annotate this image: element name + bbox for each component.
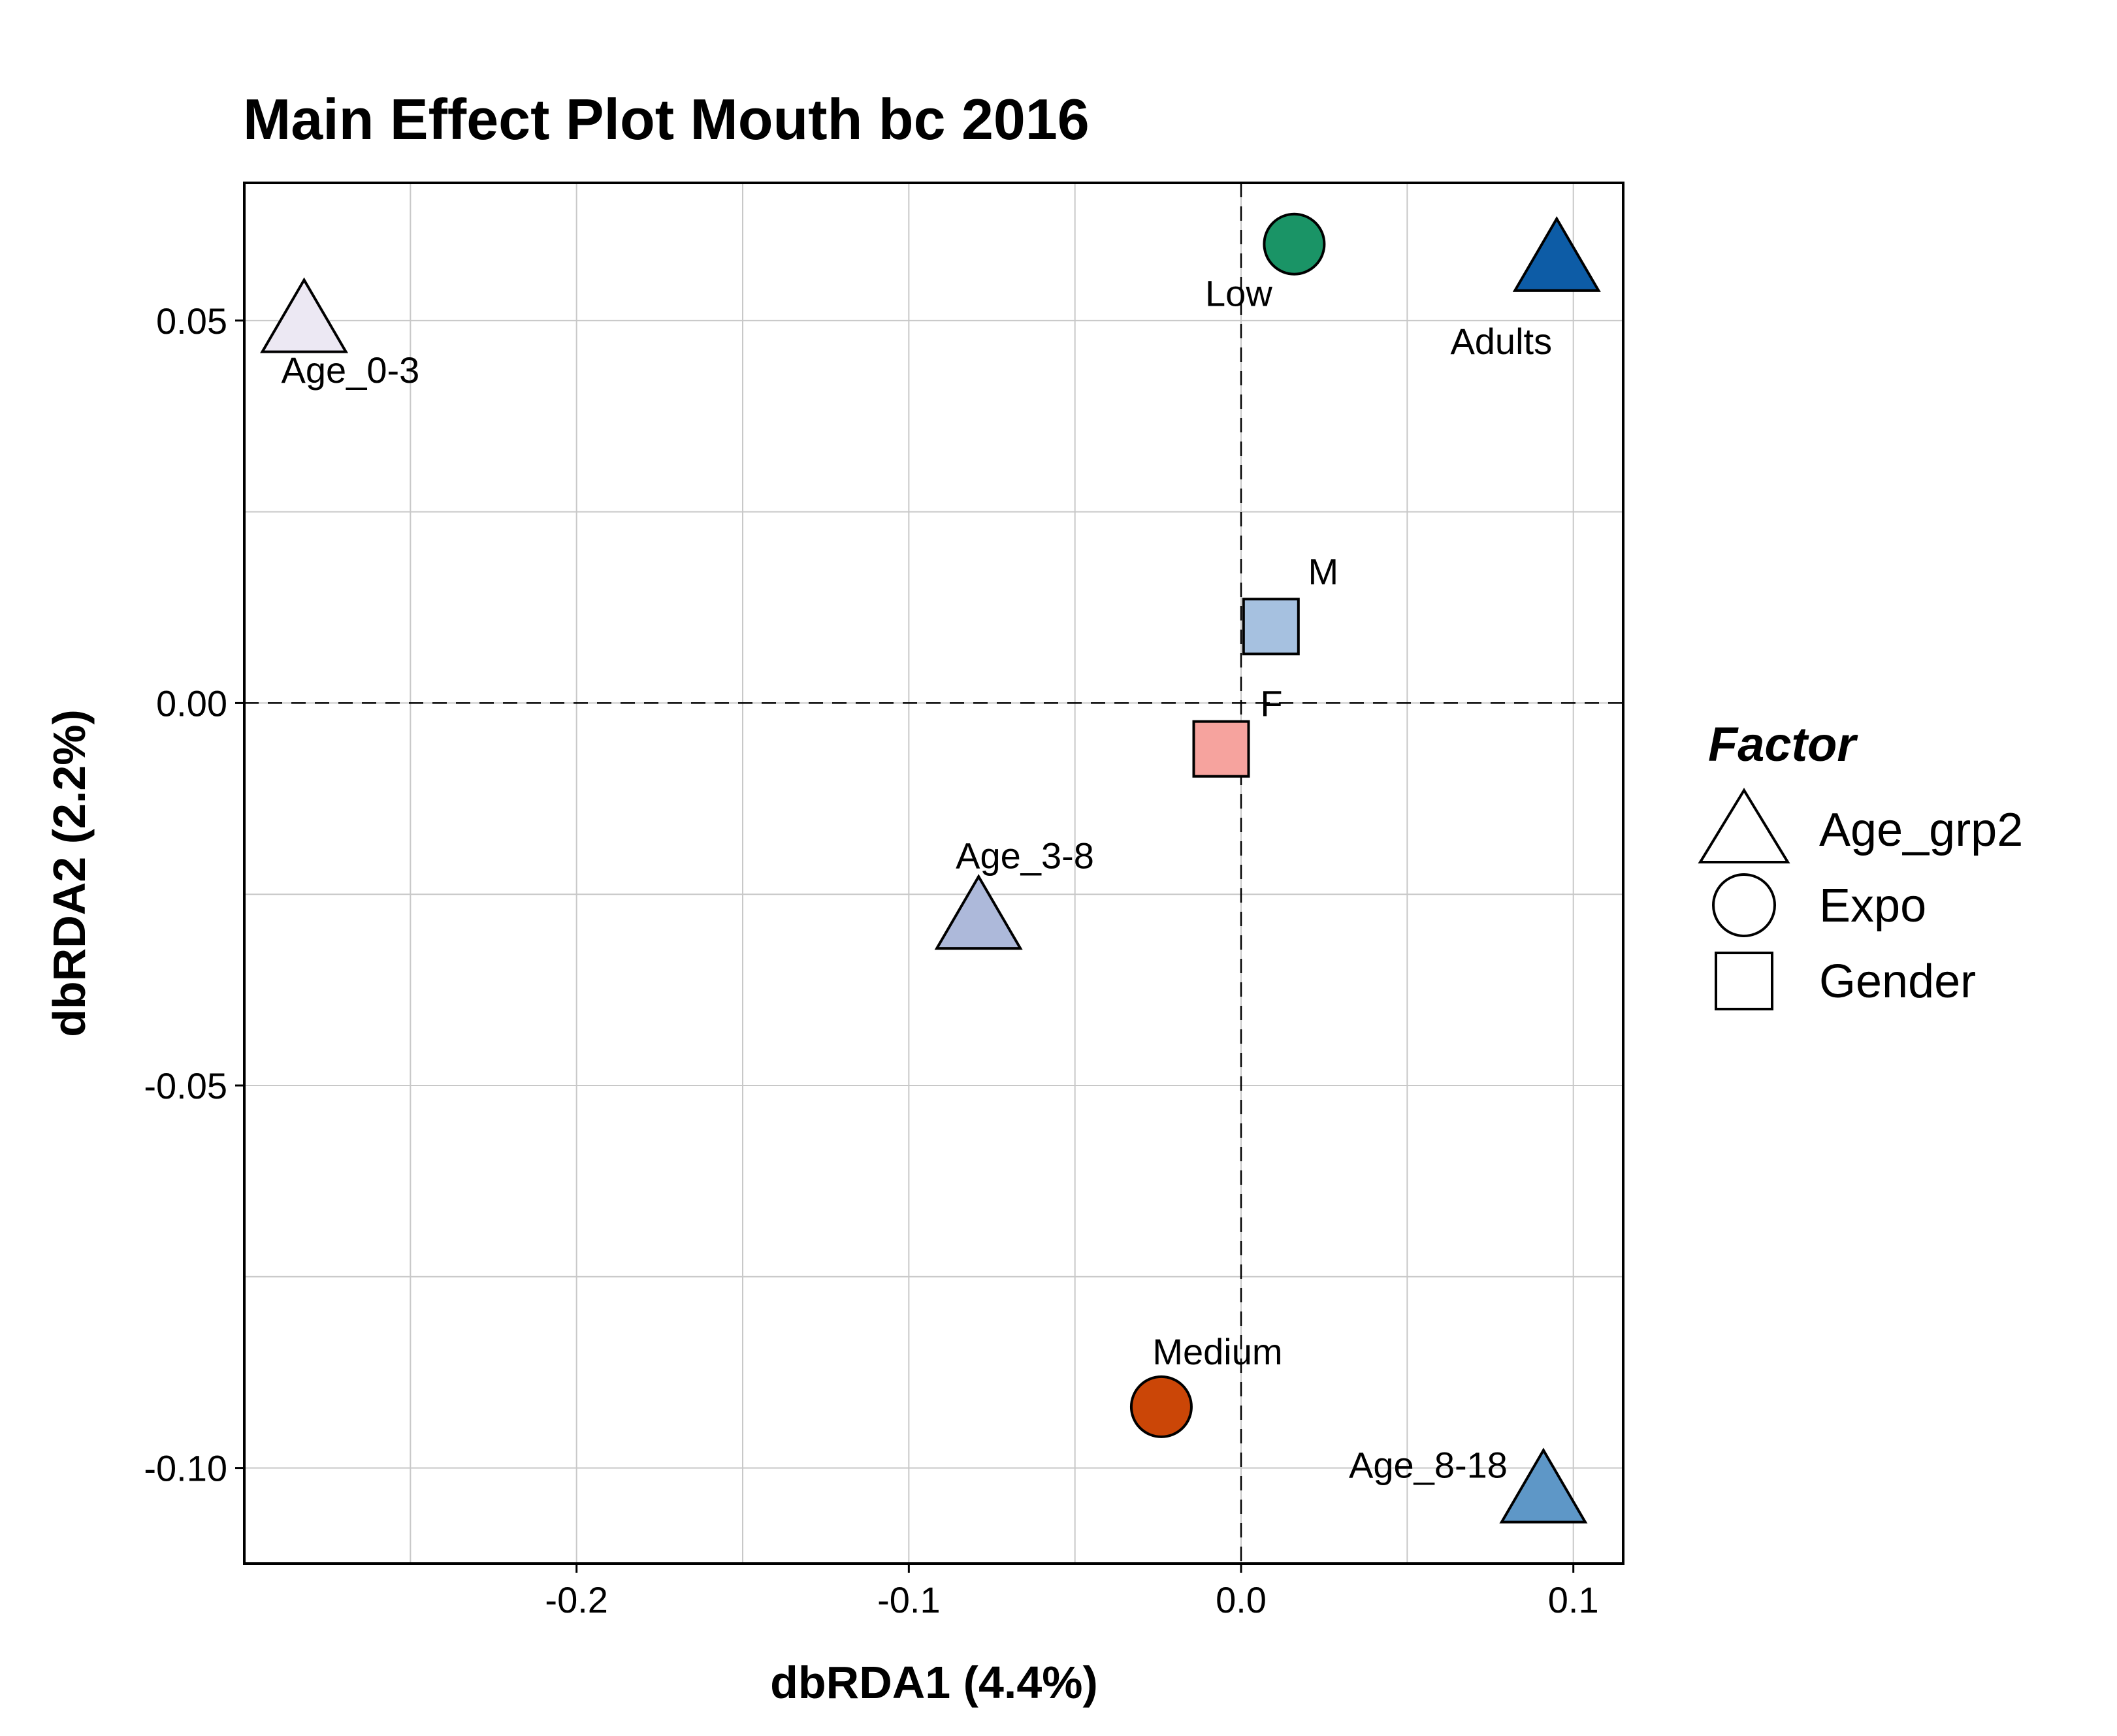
legend-item-gender: Gender [1715, 952, 1976, 1010]
point-label-adults: Adults [1450, 321, 1552, 362]
point-f-square-marker [1192, 720, 1250, 778]
y-tick-label: -0.10 [144, 1448, 227, 1489]
legend-item-expo: Expo [1712, 873, 1926, 937]
point-labels: Age_0-3 Age_3-8 Age_8-18 Adults Low Medium M F [282, 273, 1553, 1486]
data-points [260, 212, 1601, 1524]
point-adults-triangle-marker [1512, 216, 1601, 292]
chart-title: Main Effect Plot Mouth bc 2016 [243, 87, 1090, 152]
legend-title: Factor [1708, 717, 1858, 771]
point-low-circle-marker [1263, 212, 1326, 276]
legend-item-age-grp2: Age_grp2 [1698, 788, 2023, 863]
y-tick-label: 0.05 [156, 300, 227, 342]
point-label-f: F [1260, 683, 1282, 724]
point-label-age-8-18: Age_8-18 [1349, 1445, 1508, 1486]
legend-label: Gender [1819, 956, 1976, 1008]
legend-label: Age_grp2 [1819, 804, 2023, 856]
point-medium-circle-marker [1129, 1375, 1193, 1438]
x-tick-label: -0.1 [877, 1579, 941, 1620]
legend: Factor Age_grp2 Expo Gender [1698, 717, 2023, 1010]
legend-square-icon [1715, 952, 1773, 1010]
point-age-8-18-triangle-marker [1499, 1447, 1588, 1524]
point-label-m: M [1308, 551, 1338, 592]
point-m-square-marker [1242, 598, 1300, 656]
x-tick-label: 0.0 [1216, 1579, 1267, 1620]
x-tick-label: 0.1 [1548, 1579, 1599, 1620]
point-label-medium: Medium [1152, 1331, 1282, 1372]
reference-lines [244, 183, 1623, 1564]
legend-triangle-icon [1698, 788, 1790, 863]
y-tick-label: -0.05 [144, 1065, 227, 1106]
panel-border [243, 182, 1624, 1565]
point-age-0-3-triangle-marker [260, 277, 349, 353]
point-age-3-8-triangle-marker [934, 874, 1023, 950]
legend-label: Expo [1819, 880, 1926, 932]
y-tick-label: 0.00 [156, 683, 227, 724]
x-tick-label: -0.2 [545, 1579, 608, 1620]
point-label-low: Low [1205, 273, 1272, 314]
x-axis-title: dbRDA1 (4.4%) [770, 1657, 1098, 1708]
y-axis-title: dbRDA2 (2.2%) [44, 709, 95, 1037]
legend-circle-icon [1712, 873, 1776, 937]
axis-ticks: -0.2 -0.1 0.0 0.1 -0.10 -0.05 0.00 0.05 [144, 300, 1598, 1620]
grid [244, 183, 1623, 1564]
point-label-age-3-8: Age_3-8 [956, 835, 1094, 876]
point-label-age-0-3: Age_0-3 [282, 349, 420, 391]
